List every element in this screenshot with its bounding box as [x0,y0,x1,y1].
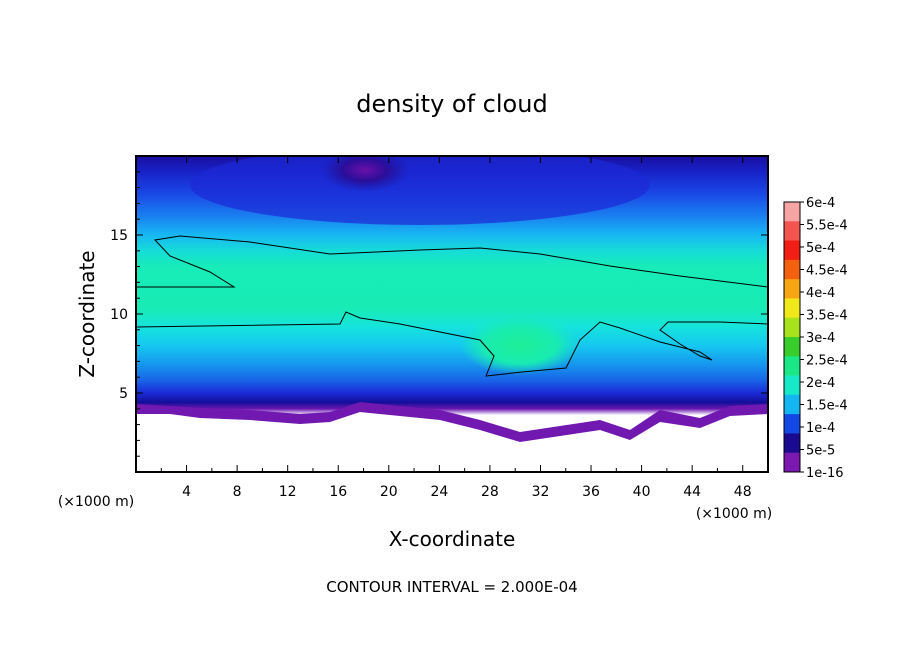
chart-title: density of cloud [356,90,547,118]
colorbar-label: 1.5e-4 [806,399,848,414]
colorbar-label: 5e-5 [806,444,835,459]
colorbar-swatch [784,337,800,357]
x-unit-note: (×1000 m) [696,506,772,522]
colorbar-label: 4e-4 [806,286,835,301]
colorbar-label: 3e-4 [806,331,835,346]
x-tick-label: 48 [734,484,752,500]
colorbar-swatch [784,317,800,338]
colorbar-swatch [784,259,800,280]
density-field [136,156,768,472]
colorbar: 6e-4 5.5e-4 5e-4 4.5e-4 4e-4 3.5e-4 3e-4 2.5e-4… [783,196,848,481]
colorbar-swatch [784,240,800,261]
colorbar-label: 2e-4 [806,376,835,391]
colorbar-swatch [784,221,800,242]
x-tick-label: 20 [380,484,398,500]
x-tick-label: 8 [233,484,242,500]
colorbar-swatch [784,394,800,415]
x-tick-label: 40 [633,484,651,500]
x-tick-label: 12 [279,484,297,500]
colorbar-label: 5.5e-4 [806,219,848,234]
x-axis-label: X-coordinate [389,527,516,551]
x-tick-label: 4 [182,484,191,500]
x-tick-label: 24 [430,484,448,500]
y-tick-label: 10 [110,307,128,323]
x-axis: 4 8 12 16 20 24 28 32 36 40 44 48 [160,156,752,500]
x-tick-label: 44 [683,484,701,500]
colorbar-swatch [784,433,800,454]
colorbar-label: 4.5e-4 [806,264,848,279]
x-tick-label: 36 [582,484,600,500]
colorbar-swatch [784,356,800,377]
y-unit-note: (×1000 m) [58,494,134,510]
contour-interval-note: CONTOUR INTERVAL = 2.000E-04 [326,578,577,596]
x-tick-label: 32 [532,484,550,500]
colorbar-label: 1e-16 [806,466,844,481]
x-tick-label: 16 [329,484,347,500]
x-tick-label: 28 [481,484,499,500]
y-axis: 5 10 15 [110,171,768,457]
y-tick-label: 5 [119,386,128,402]
colorbar-label: 6e-4 [806,196,835,211]
colorbar-swatch [784,452,800,473]
colorbar-label: 1e-4 [806,421,835,436]
colorbar-label: 3.5e-4 [806,309,848,324]
colorbar-swatch [784,298,800,319]
contour-line [136,235,768,377]
colorbar-swatch [784,279,800,299]
y-axis-label: Z-coordinate [75,250,99,377]
colorbar-label: 2.5e-4 [806,354,848,369]
colorbar-label: 5e-4 [806,241,835,256]
colorbar-swatch [784,414,800,434]
colorbar-swatch [784,375,800,396]
colorbar-swatch [784,202,800,222]
y-tick-label: 15 [110,228,128,244]
